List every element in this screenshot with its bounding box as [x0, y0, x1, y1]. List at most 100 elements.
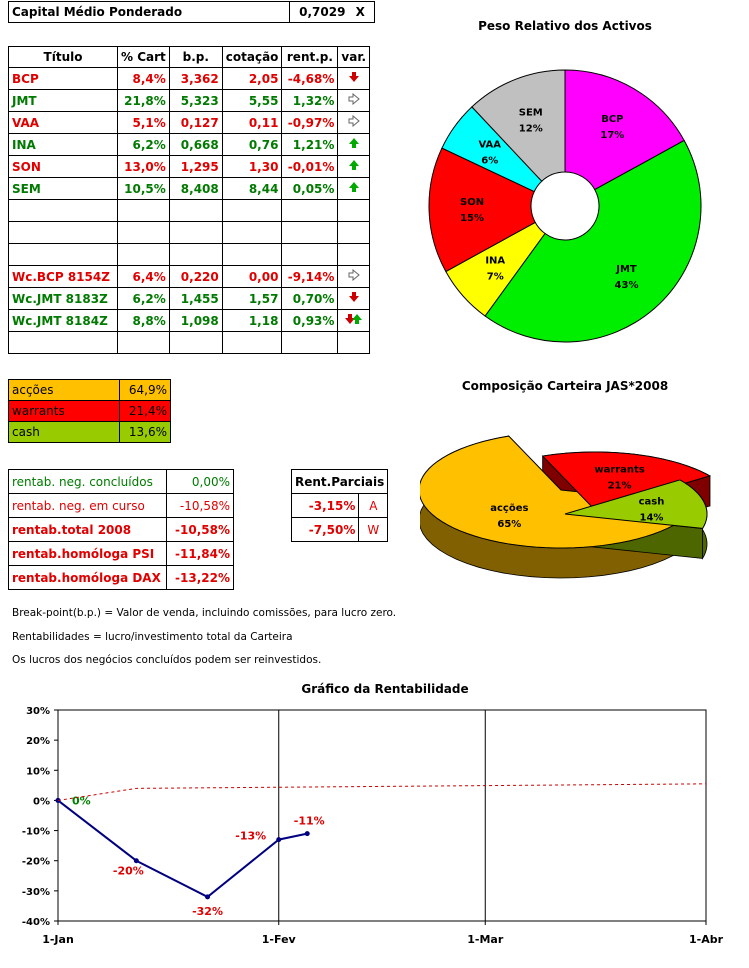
cell-var	[337, 331, 371, 354]
y-tick-label: -10%	[22, 827, 50, 838]
note-lucros: Os lucros dos negócios concluídos podem …	[12, 654, 322, 666]
cell-rent: 0,05%	[281, 177, 339, 200]
parciais-header: Rent.Parciais	[290, 469, 389, 494]
pie2-value-label: 65%	[497, 519, 521, 530]
table-row: SEM 10,5% 8,408 8,44 0,05%	[8, 177, 371, 200]
rentab-label: rentab. neg. em curso	[8, 493, 167, 518]
rentab-table: rentab. neg. concluídos 0,00% rentab. neg.…	[8, 469, 234, 590]
line-title: Gráfico da Rentabilidade	[301, 682, 468, 696]
cell-pct: 21,8%	[117, 89, 170, 112]
cell-var	[337, 309, 371, 332]
cell-cotacao: 0,76	[221, 133, 283, 156]
y-tick-label: 20%	[26, 736, 50, 747]
cell-pct	[117, 331, 170, 354]
data-point	[55, 797, 61, 803]
cell-cotacao: 1,30	[221, 155, 283, 178]
allocation-table: acções 64,9% warrants 21,4% cash 13,6%	[8, 379, 171, 443]
pie1-label: SEM	[519, 108, 543, 119]
cell-cotacao: 0,11	[221, 111, 283, 134]
pie1-value-label: 17%	[600, 130, 624, 141]
allocation-label: cash	[8, 421, 120, 443]
cell-cotacao	[221, 243, 283, 266]
cell-bp: 0,220	[168, 265, 223, 288]
pie1-slice-bcp	[564, 69, 685, 191]
capital-label: Capital Médio Ponderado	[8, 1, 290, 23]
parciais-row: -3,15% A	[290, 493, 389, 518]
allocation-label: warrants	[8, 400, 120, 422]
rentab-label: rentab.homóloga DAX	[8, 565, 167, 590]
cell-titulo	[8, 199, 118, 222]
table-row: VAA 5,1% 0,127 0,11 -0,97%	[8, 111, 371, 134]
cell-rent: 1,21%	[281, 133, 339, 156]
cell-titulo: JMT	[8, 89, 118, 112]
cell-rent: 0,93%	[281, 309, 339, 332]
data-point	[205, 894, 211, 900]
cell-var	[337, 199, 371, 222]
parciais-table: Rent.Parciais -3,15% A -7,50% W	[290, 469, 389, 542]
cell-titulo: Wc.BCP 8154Z	[8, 265, 118, 288]
cell-var	[337, 221, 371, 244]
parciais-value: -7,50%	[290, 517, 360, 542]
cell-rent	[281, 199, 339, 222]
portfolio-table: Título% Cart b.p. cotação rent.p. var. BCP 8,…	[8, 46, 371, 354]
allocation-value: 64,9%	[119, 379, 171, 401]
y-tick-label: -20%	[22, 857, 50, 868]
var-up-icon	[348, 182, 360, 196]
allocation-value: 21,4%	[119, 400, 171, 422]
table-row: INA 6,2% 0,668 0,76 1,21%	[8, 133, 371, 156]
table-row: JMT 21,8% 5,323 5,55 1,32%	[8, 89, 371, 112]
cell-rent: -4,68%	[281, 67, 339, 90]
table-row: Wc.JMT 8184Z 8,8% 1,098 1,18 0,93%	[8, 309, 371, 332]
cell-pct	[117, 221, 170, 244]
cell-titulo: SEM	[8, 177, 118, 200]
pie1-slice-son	[428, 147, 536, 273]
data-point	[304, 831, 310, 837]
cell-titulo: Wc.JMT 8184Z	[8, 309, 118, 332]
table-row	[8, 243, 371, 266]
pie1-title: Peso Relativo dos Activos	[478, 19, 652, 33]
table-row	[8, 221, 371, 244]
cell-bp	[168, 331, 223, 354]
rentab-row: rentab.total 2008 -10,58%	[8, 517, 234, 542]
y-tick-label: 0%	[33, 796, 50, 807]
cell-pct: 13,0%	[117, 155, 170, 178]
table-row: BCP 8,4% 3,362 2,05 -4,68%	[8, 67, 371, 90]
cell-rent: -0,97%	[281, 111, 339, 134]
table-row: Wc.JMT 8183Z 6,2% 1,455 1,57 0,70%	[8, 287, 371, 310]
rentab-value: 0,00%	[166, 469, 234, 494]
pie1-value-label: 7%	[487, 272, 504, 283]
cell-cotacao: 1,18	[221, 309, 283, 332]
cell-var	[337, 67, 371, 90]
pie2-value-label: 21%	[608, 480, 632, 491]
rentab-row: rentab. neg. concluídos 0,00%	[8, 469, 234, 494]
cell-bp: 0,127	[168, 111, 223, 134]
cell-bp	[168, 243, 223, 266]
col-header: var.	[337, 46, 371, 68]
cell-titulo: BCP	[8, 67, 118, 90]
y-tick-label: 10%	[26, 766, 50, 777]
data-label: -11%	[294, 815, 325, 828]
pie1-label: VAA	[478, 139, 501, 150]
var-downup-icon	[344, 314, 363, 328]
pie1-label: SON	[460, 197, 484, 208]
cell-rent: 0,70%	[281, 287, 339, 310]
x-tick-label: 1-Abr	[689, 933, 724, 946]
var-up-icon	[348, 160, 360, 174]
pie-peso-relativo: Peso Relativo dos Activos BCP 17% JMT 43% IN…	[428, 19, 702, 343]
cell-var	[337, 111, 371, 134]
cell-rent	[281, 331, 339, 354]
pie2-label: warrants	[594, 464, 644, 475]
cell-titulo: Wc.JMT 8183Z	[8, 287, 118, 310]
pie1-slice-jmt	[484, 139, 702, 343]
y-tick-label: -30%	[22, 887, 50, 898]
line-rentabilidade: Gráfico da Rentabilidade 30% 20% 10% 0% -10%…	[22, 682, 724, 946]
pie2-slice-warrants	[541, 451, 712, 511]
rentab-value: -13,22%	[166, 565, 234, 590]
data-point	[133, 858, 139, 864]
cell-bp: 5,323	[168, 89, 223, 112]
cell-pct: 10,5%	[117, 177, 170, 200]
cell-bp: 0,668	[168, 133, 223, 156]
cell-var	[337, 133, 371, 156]
pie2-label: cash	[639, 496, 665, 507]
pie1-label: BCP	[601, 114, 623, 125]
